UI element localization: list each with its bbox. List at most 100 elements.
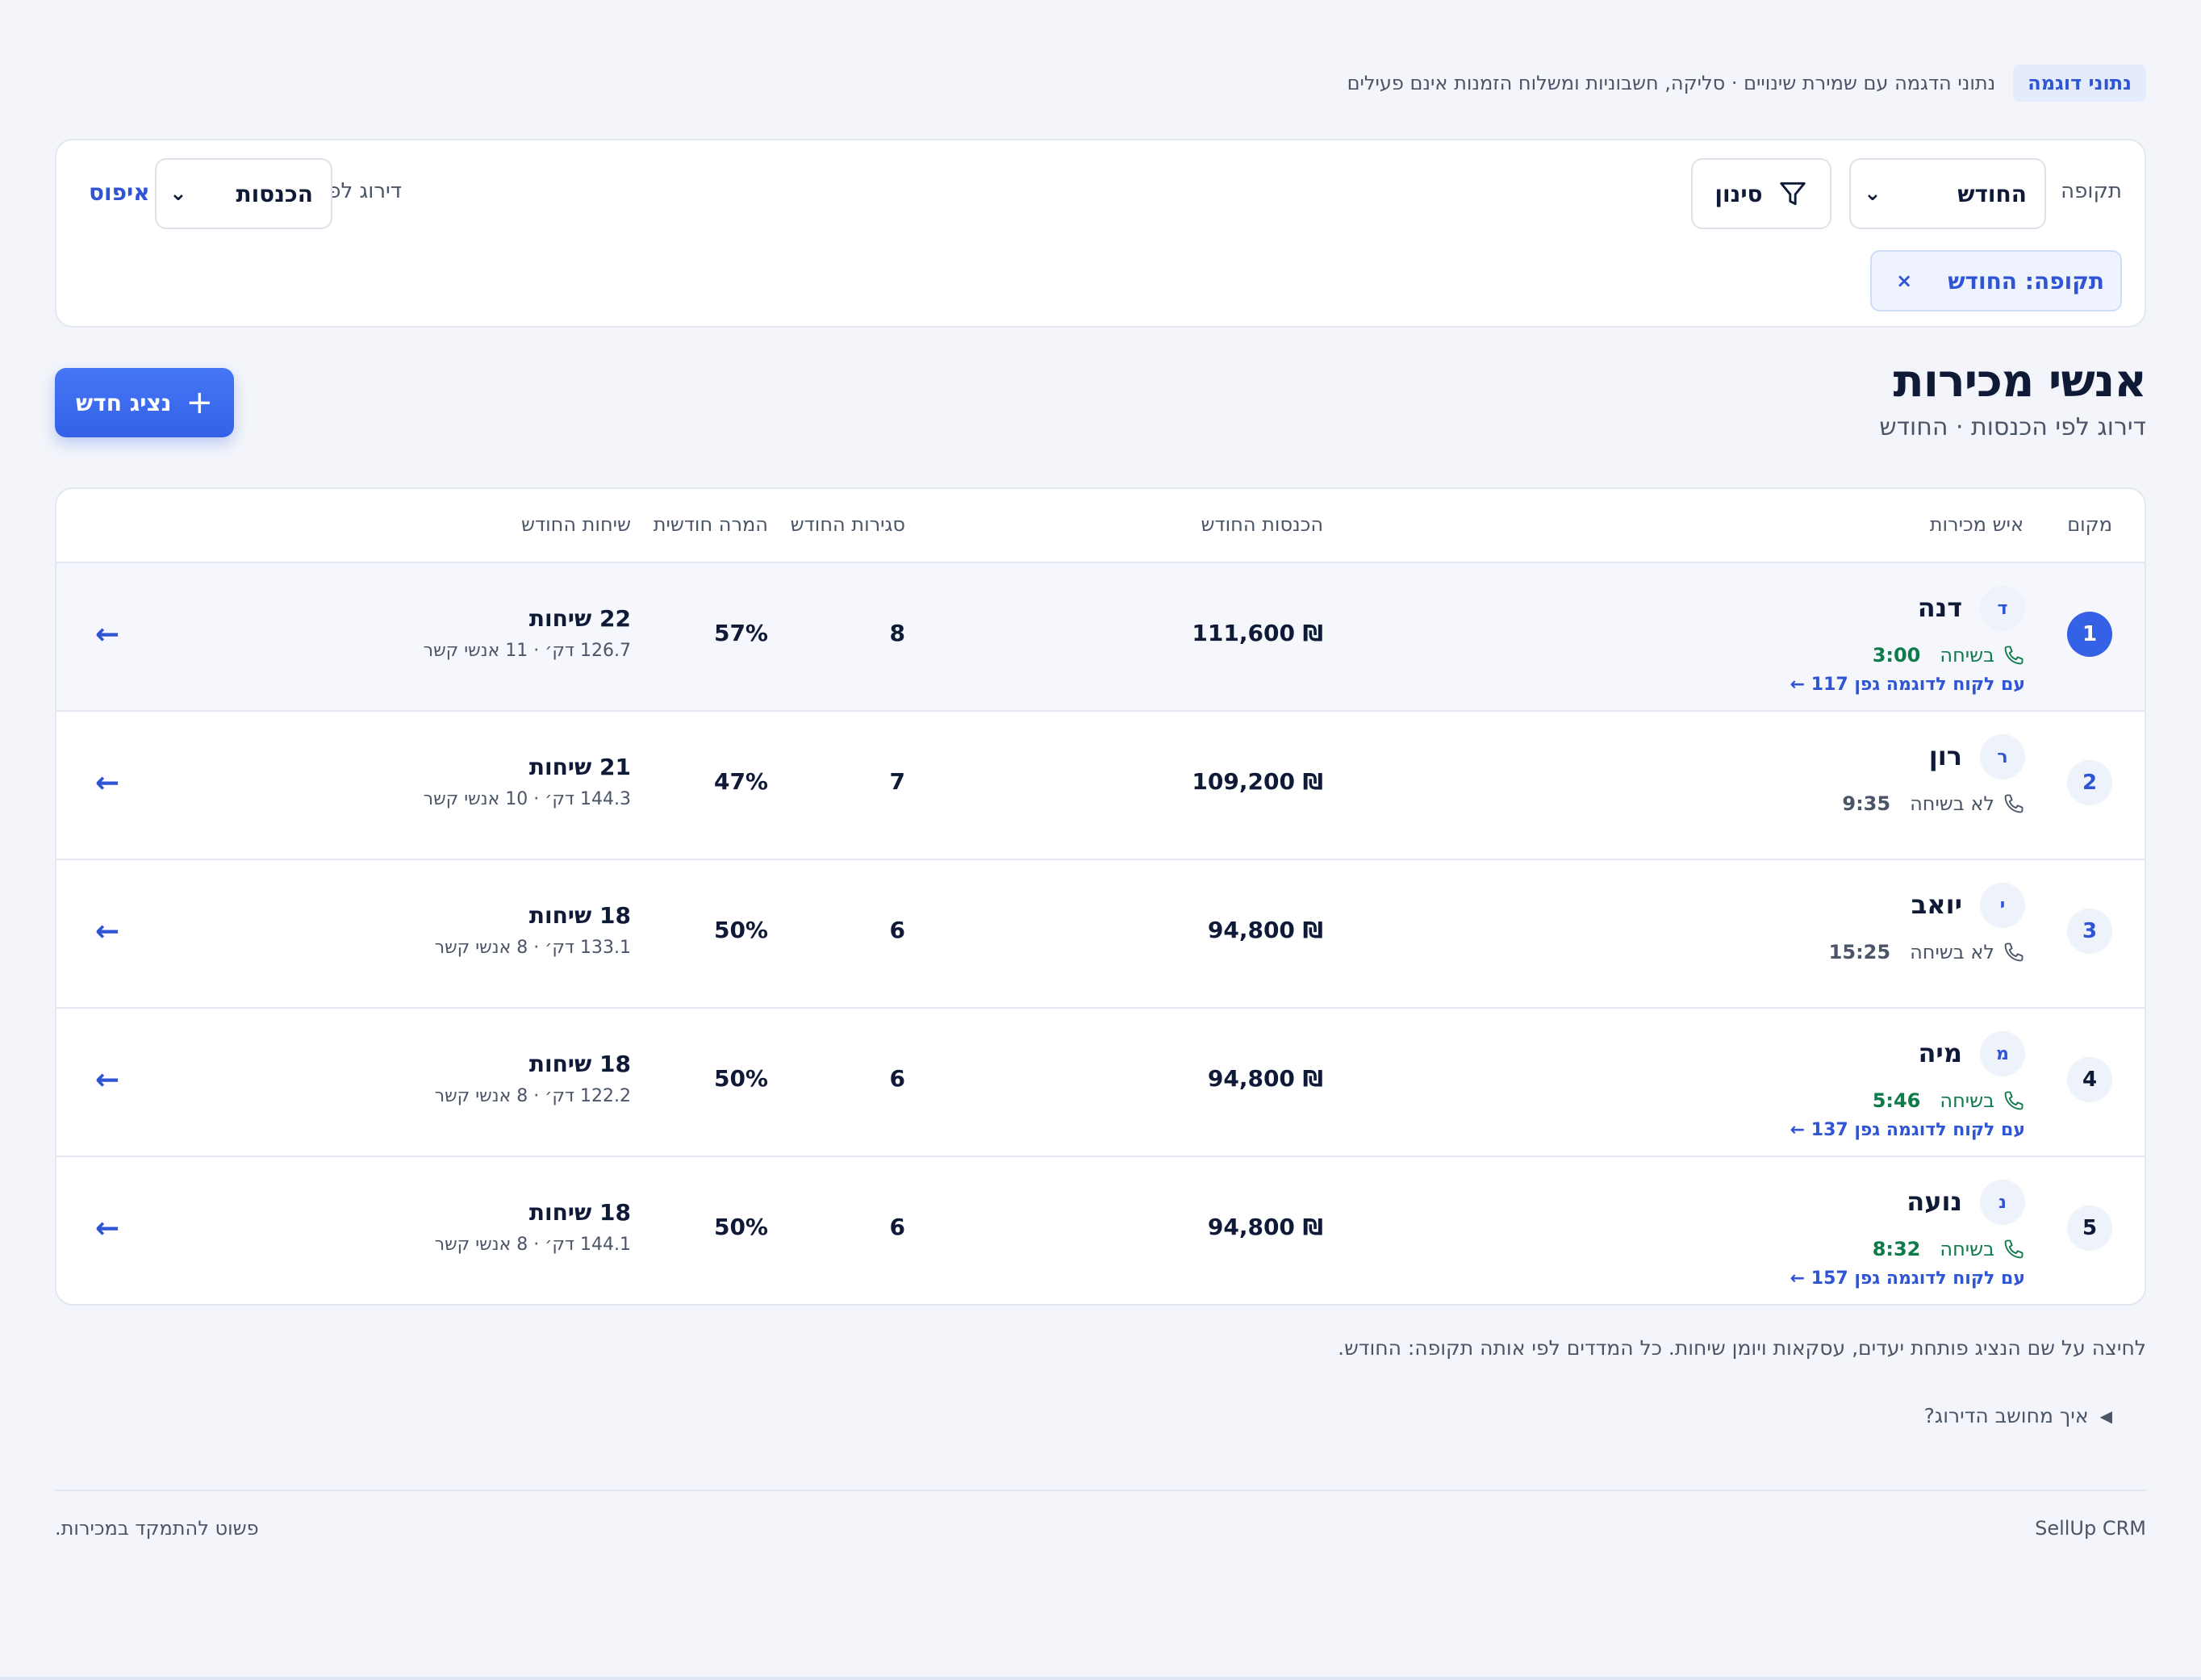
calls-count: 21 שיחות: [528, 754, 631, 780]
table-row[interactable]: 2 ר רון לא בשיחה 9:35 ₪ 109,200 7 47% 21 שיחות 14…: [56, 712, 2145, 860]
how-ranked-toggle[interactable]: ◀ איך מחושב הדירוג?: [1924, 1404, 2112, 1427]
call-status-text: בשיחה: [1940, 1089, 1994, 1112]
avatar: ר: [1980, 734, 2025, 779]
rank-badge: 5: [2067, 1206, 2112, 1251]
active-filter-chip-label: תקופה: החודש: [1948, 267, 2104, 295]
call-status: בשיחה 3:00: [1873, 644, 2025, 667]
table-row[interactable]: 3 י יואב לא בשיחה 15:25 ₪ 94,800 6 50% 18 שיחות 1…: [56, 860, 2145, 1009]
table-row[interactable]: 1 ד דנה בשיחה 3:00 עם לקוח לדוגמה גפן 117 ← ₪ …: [56, 563, 2145, 712]
rank-badge: 1: [2067, 612, 2112, 657]
avatar: ד: [1980, 586, 2025, 631]
call-status: בשיחה 5:46: [1873, 1089, 2025, 1112]
call-duration: 8:32: [1872, 1238, 1921, 1260]
arrow-left-icon[interactable]: ←: [95, 1212, 120, 1245]
current-client-link[interactable]: עם לקוח לדוגמה גפן 117 ←: [1790, 675, 2025, 695]
column-header-rank: מקום: [2067, 513, 2112, 536]
closes-value: 8: [889, 620, 905, 646]
footer-divider: [55, 1490, 2146, 1491]
sort-select-value: הכנסות: [236, 180, 313, 207]
rank-badge: 3: [2067, 909, 2112, 954]
footer-brand: SellUp CRM: [2035, 1517, 2146, 1540]
rep-name[interactable]: יואב: [1911, 889, 1962, 920]
period-label: תקופה: [2061, 179, 2122, 203]
avatar: נ: [1980, 1180, 2025, 1225]
call-status: בשיחה 8:32: [1873, 1238, 2025, 1260]
current-client-link[interactable]: עם לקוח לדוגמה גפן 157 ←: [1790, 1268, 2025, 1289]
new-rep-button[interactable]: + נציג חדש: [55, 368, 234, 437]
call-duration: 3:00: [1872, 644, 1921, 667]
demo-badge: נתוני דוגמה: [2013, 65, 2146, 102]
rep-name[interactable]: רון: [1928, 741, 1962, 771]
chevron-down-icon: ⌄: [169, 182, 187, 206]
call-status: לא בשיחה 9:35: [1842, 792, 2025, 815]
sales-reps-table: מקום איש מכירות הכנסות החודש סגירות החוד…: [55, 487, 2146, 1306]
conversion-value: 47%: [713, 768, 768, 795]
phone-icon: [2004, 1091, 2023, 1110]
filter-button[interactable]: סינון: [1691, 158, 1831, 229]
reset-link[interactable]: איפוס: [89, 179, 150, 206]
filter-funnel-icon: [1779, 182, 1806, 206]
sort-label: דירוג לפי: [323, 179, 402, 203]
column-header-closes: סגירות החודש: [790, 513, 905, 536]
call-status-text: לא בשיחה: [1910, 941, 1994, 963]
arrow-left-icon[interactable]: ←: [95, 767, 120, 800]
table-row[interactable]: 4 מ מיה בשיחה 5:46 עם לקוח לדוגמה גפן 137 ← ₪ …: [56, 1009, 2145, 1157]
conversion-value: 50%: [713, 1214, 768, 1240]
table-header: מקום איש מכירות הכנסות החודש סגירות החוד…: [56, 489, 2145, 563]
phone-icon: [2004, 942, 2023, 962]
call-status: לא בשיחה 15:25: [1829, 941, 2025, 963]
conversion-value: 50%: [713, 917, 768, 943]
calls-count: 18 שיחות: [528, 1051, 631, 1077]
call-duration: 5:46: [1872, 1089, 1921, 1112]
rep-name[interactable]: דנה: [1917, 592, 1962, 623]
arrow-left-icon[interactable]: ←: [95, 618, 120, 651]
arrow-left-icon[interactable]: ←: [95, 915, 120, 948]
avatar: מ: [1980, 1031, 2025, 1076]
filter-button-label: סינון: [1714, 180, 1763, 207]
page-title: אנשי מכירות: [1893, 355, 2147, 407]
calls-detail: 126.7 דק׳ · 11 אנשי קשר: [423, 641, 631, 661]
avatar: י: [1980, 883, 2025, 928]
call-duration: 15:25: [1828, 941, 1891, 963]
calls-detail: 133.1 דק׳ · 8 אנשי קשר: [434, 938, 631, 958]
period-select[interactable]: החודש ⌄: [1849, 158, 2046, 229]
closes-value: 6: [889, 917, 905, 943]
closes-value: 6: [889, 1065, 905, 1092]
chevron-down-icon: ⌄: [1864, 182, 1881, 206]
calls-count: 18 שיחות: [528, 902, 631, 929]
disclosure-triangle-icon: ◀: [2099, 1406, 2112, 1426]
phone-icon: [2004, 794, 2023, 813]
arrow-left-icon[interactable]: ←: [95, 1064, 120, 1097]
demo-notice-text: נתוני הדגמה עם שמירת שינויים · סליקה, חש…: [1347, 72, 1996, 94]
closes-value: 6: [889, 1214, 905, 1240]
column-header-revenue: הכנסות החודש: [1201, 513, 1324, 536]
revenue-value: ₪ 109,200: [1192, 768, 1323, 795]
rank-badge: 2: [2067, 760, 2112, 805]
sort-select[interactable]: הכנסות ⌄: [155, 158, 332, 229]
revenue-value: ₪ 94,800: [1207, 1065, 1323, 1092]
rep-name[interactable]: מיה: [1918, 1038, 1962, 1068]
current-client-link[interactable]: עם לקוח לדוגמה גפן 137 ←: [1790, 1120, 2025, 1140]
new-rep-button-label: נציג חדש: [76, 389, 172, 416]
filter-panel: תקופה החודש ⌄ סינון דירוג לפי הכנסות ⌄ א…: [55, 139, 2146, 328]
close-icon[interactable]: ×: [1896, 270, 1913, 292]
calls-detail: 144.3 דק׳ · 10 אנשי קשר: [423, 789, 631, 809]
phone-icon: [2004, 646, 2023, 665]
rank-badge: 4: [2067, 1057, 2112, 1102]
revenue-value: ₪ 94,800: [1207, 917, 1323, 943]
table-row[interactable]: 5 נ נועה בשיחה 8:32 עם לקוח לדוגמה גפן 157 ← ₪…: [56, 1157, 2145, 1304]
call-status-text: לא בשיחה: [1910, 792, 1994, 815]
period-select-value: החודש: [1957, 180, 2027, 207]
calls-detail: 144.1 דק׳ · 8 אנשי קשר: [434, 1235, 631, 1255]
conversion-value: 50%: [713, 1065, 768, 1092]
revenue-value: ₪ 94,800: [1207, 1214, 1323, 1240]
column-header-calls: שיחות החודש: [521, 513, 631, 536]
calls-count: 22 שיחות: [528, 605, 631, 632]
rep-name[interactable]: נועה: [1907, 1186, 1962, 1217]
plus-icon: +: [186, 384, 213, 421]
column-header-conversion: המרה חודשית: [653, 513, 768, 536]
page-subtitle: דירוג לפי הכנסות · החודש: [1879, 413, 2146, 441]
how-ranked-label: איך מחושב הדירוג?: [1923, 1404, 2089, 1427]
column-header-rep: איש מכירות: [1929, 513, 2023, 536]
